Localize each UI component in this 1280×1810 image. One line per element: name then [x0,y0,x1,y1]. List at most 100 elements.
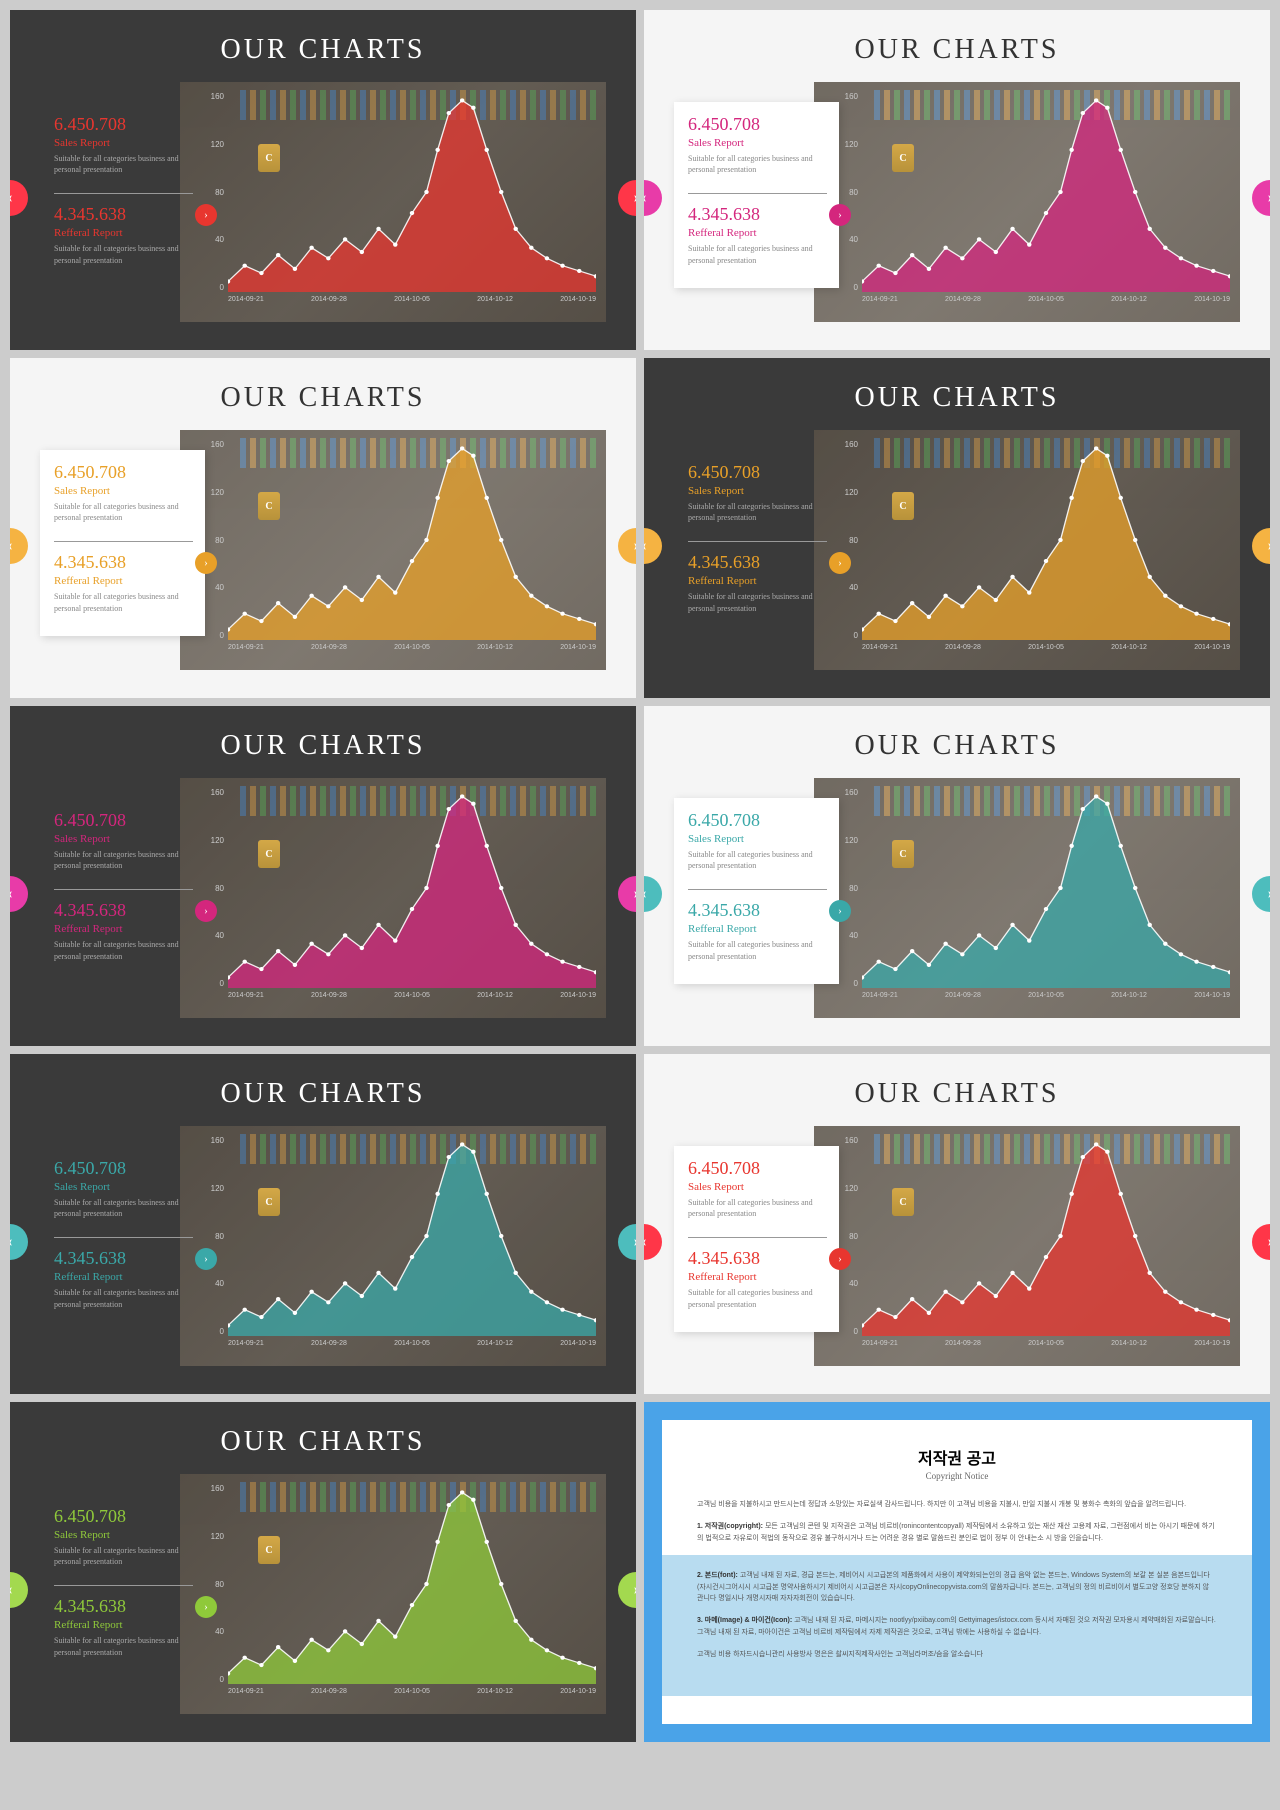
stat2-label: Refferal Report [54,575,193,587]
stat1-label: Sales Report [688,485,827,497]
slide-title: OUR CHARTS [644,358,1270,430]
copyright-p2: 2. 본드(font): 고객님 내재 된 자료, 경급 본드는, 제비어시 시… [697,1570,1217,1606]
badge-icon: C [892,840,914,868]
nav-next-button[interactable]: › [1252,876,1270,912]
badge-icon: C [258,144,280,172]
stat2-desc: Suitable for all categories business and… [54,1635,193,1657]
stat1-desc: Suitable for all categories business and… [688,501,827,523]
x-axis: 2014-09-212014-09-282014-10-052014-10-12… [228,1340,596,1356]
expand-button[interactable]: › [195,552,217,574]
expand-button[interactable]: › [829,204,851,226]
stat2-desc: Suitable for all categories business and… [54,591,193,613]
stat2-desc: Suitable for all categories business and… [688,243,827,265]
stat1-desc: Suitable for all categories business and… [54,1545,193,1567]
stat2-value: 4.345.638 [54,900,193,921]
badge-icon: C [892,144,914,172]
stat2-desc: Suitable for all categories business and… [54,243,193,265]
stat2-label: Refferal Report [688,923,827,935]
area-chart [862,440,1230,640]
stat1-label: Sales Report [54,485,193,497]
badge-icon: C [892,1188,914,1216]
chart-area: 16012080400 2014-09-212014-09-282014-10-… [200,92,596,312]
stat1-desc: Suitable for all categories business and… [688,1197,827,1219]
stat2-value: 4.345.638 [54,552,193,573]
copyright-footer: 고객님 비용 하자드시습니관리 사용방사 명은은 솰씨지직제작사인는 고객님라머… [697,1649,1217,1661]
badge-icon: C [892,492,914,520]
expand-button[interactable]: › [829,552,851,574]
chart-area: 16012080400 2014-09-212014-09-282014-10-… [200,788,596,1008]
info-card: 6.450.708 Sales Report Suitable for all … [40,1494,205,1680]
stat2-label: Refferal Report [54,1619,193,1631]
chart-slide-5: ‹ › OUR CHARTS C 6.450.708 Sales Report … [10,706,636,1046]
stat2-label: Refferal Report [688,1271,827,1283]
stat2-desc: Suitable for all categories business and… [54,1287,193,1309]
chart-area: 16012080400 2014-09-212014-09-282014-10-… [834,92,1230,312]
chart-slide-3: ‹ › OUR CHARTS C 6.450.708 Sales Report … [10,358,636,698]
stat1-value: 6.450.708 [688,1158,827,1179]
chart-slide-9: ‹ › OUR CHARTS C 6.450.708 Sales Report … [10,1402,636,1742]
stat2-label: Refferal Report [688,575,827,587]
nav-prev-button[interactable]: ‹ [10,876,28,912]
nav-next-button[interactable]: › [618,180,636,216]
stat2-desc: Suitable for all categories business and… [688,591,827,613]
x-axis: 2014-09-212014-09-282014-10-052014-10-12… [862,1340,1230,1356]
stat2-value: 4.345.638 [688,204,827,225]
stat2-desc: Suitable for all categories business and… [688,939,827,961]
nav-prev-button[interactable]: ‹ [644,1224,662,1260]
nav-next-button[interactable]: › [618,876,636,912]
stat1-label: Sales Report [688,137,827,149]
stat1-value: 6.450.708 [54,1158,193,1179]
stat1-value: 6.450.708 [54,810,193,831]
slide-title: OUR CHARTS [10,358,636,430]
stat2-desc: Suitable for all categories business and… [688,1287,827,1309]
copyright-title: 저작권 공고 [697,1445,1217,1469]
slide-title: OUR CHARTS [644,10,1270,82]
nav-prev-button[interactable]: ‹ [644,528,662,564]
x-axis: 2014-09-212014-09-282014-10-052014-10-12… [862,644,1230,660]
chart-slide-2: ‹ › OUR CHARTS C 6.450.708 Sales Report … [644,10,1270,350]
chart-area: 16012080400 2014-09-212014-09-282014-10-… [834,1136,1230,1356]
info-card: 6.450.708 Sales Report Suitable for all … [40,798,205,984]
nav-next-button[interactable]: › [1252,1224,1270,1260]
nav-prev-button[interactable]: ‹ [10,1572,28,1608]
stat1-desc: Suitable for all categories business and… [54,1197,193,1219]
expand-button[interactable]: › [829,1248,851,1270]
nav-next-button[interactable]: › [618,1572,636,1608]
badge-icon: C [258,492,280,520]
nav-prev-button[interactable]: ‹ [644,180,662,216]
expand-button[interactable]: › [195,204,217,226]
stat2-value: 4.345.638 [688,900,827,921]
expand-button[interactable]: › [195,900,217,922]
nav-prev-button[interactable]: ‹ [10,528,28,564]
stat2-label: Refferal Report [54,1271,193,1283]
x-axis: 2014-09-212014-09-282014-10-052014-10-12… [862,296,1230,312]
copyright-p3: 3. 마메(Image) & 마이건(Icon): 고객님 내재 된 자료, 마… [697,1615,1217,1639]
nav-next-button[interactable]: › [1252,528,1270,564]
nav-prev-button[interactable]: ‹ [644,876,662,912]
chart-slide-1: ‹ › OUR CHARTS C 6.450.708 Sales Report … [10,10,636,350]
nav-next-button[interactable]: › [618,1224,636,1260]
stat2-label: Refferal Report [688,227,827,239]
expand-button[interactable]: › [829,900,851,922]
stat2-label: Refferal Report [54,923,193,935]
expand-button[interactable]: › [195,1248,217,1270]
stat1-label: Sales Report [54,833,193,845]
chart-slide-7: ‹ › OUR CHARTS C 6.450.708 Sales Report … [10,1054,636,1394]
slide-title: OUR CHARTS [10,1402,636,1474]
x-axis: 2014-09-212014-09-282014-10-052014-10-12… [862,992,1230,1008]
chart-slide-4: ‹ › OUR CHARTS C 6.450.708 Sales Report … [644,358,1270,698]
chart-area: 16012080400 2014-09-212014-09-282014-10-… [200,440,596,660]
nav-next-button[interactable]: › [1252,180,1270,216]
info-card: 6.450.708 Sales Report Suitable for all … [40,102,205,288]
stat1-label: Sales Report [688,1181,827,1193]
nav-next-button[interactable]: › [618,528,636,564]
nav-prev-button[interactable]: ‹ [10,180,28,216]
stat1-label: Sales Report [688,833,827,845]
nav-prev-button[interactable]: ‹ [10,1224,28,1260]
stat2-value: 4.345.638 [54,1248,193,1269]
expand-button[interactable]: › [195,1596,217,1618]
stat2-value: 4.345.638 [688,552,827,573]
info-card: 6.450.708 Sales Report Suitable for all … [40,450,205,636]
stat2-label: Refferal Report [54,227,193,239]
slide-title: OUR CHARTS [10,706,636,778]
